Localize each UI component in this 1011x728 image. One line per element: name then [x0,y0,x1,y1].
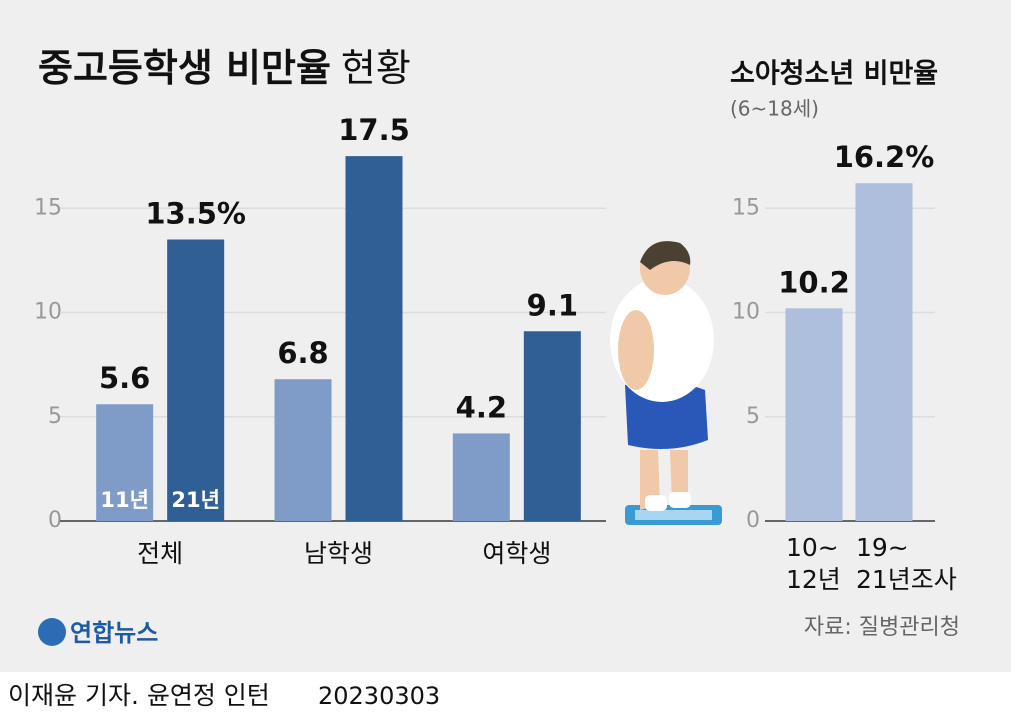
source: 자료: 질병관리청 [804,615,960,640]
value-label: 17.5 [338,113,410,147]
y-tick-label: 0 [746,508,760,533]
y-tick-label: 10 [34,300,62,325]
legend-label: 21년 [171,488,220,512]
logo-text: 연합뉴스 [70,619,158,647]
logo-mark [38,618,66,646]
bar [167,239,225,521]
value-label: 13.5% [145,197,246,231]
value-label: 5.6 [99,361,150,395]
bar [785,308,843,521]
y-tick-label: 15 [34,195,62,220]
x-tick-label: 19~ [856,533,909,562]
bar [855,183,913,522]
value-label: 10.2 [778,265,850,299]
legend-label: 11년 [100,488,149,512]
date: 20230303 [318,682,440,710]
bar [452,433,510,521]
x-tick-label: 12년 [786,565,841,594]
y-tick-label: 15 [732,195,760,220]
y-tick-label: 0 [48,508,62,533]
bar [274,379,332,521]
bar [345,156,403,521]
title-suffix: 현황 [341,46,411,90]
value-label: 6.8 [277,336,328,370]
bar [96,404,154,521]
value-label: 4.2 [456,390,507,424]
x-tick-label: 여학생 [482,539,551,568]
value-label: 9.1 [527,288,578,322]
x-tick-label: 전체 [137,539,183,568]
title-main: 중고등학생 비만율 [38,46,331,90]
y-tick-label: 5 [48,404,62,429]
x-tick-label: 10~ [786,533,839,562]
x-tick-label: 남학생 [304,539,373,568]
logo: 연합뉴스 [38,618,158,647]
bar [523,331,581,521]
chart-title: 소아청소년 비만율 [730,59,938,90]
value-label: 16.2% [834,140,935,174]
y-tick-label: 10 [732,300,760,325]
credit: 이재윤 기자. 윤연정 인턴 [8,681,270,710]
chart-subtitle: (6~18세) [730,97,819,121]
x-tick-label: 21년조사 [856,565,957,594]
illustration [610,241,722,525]
chart-title: 중고등학생 비만율 현황 [38,46,411,90]
y-tick-label: 5 [746,404,760,429]
